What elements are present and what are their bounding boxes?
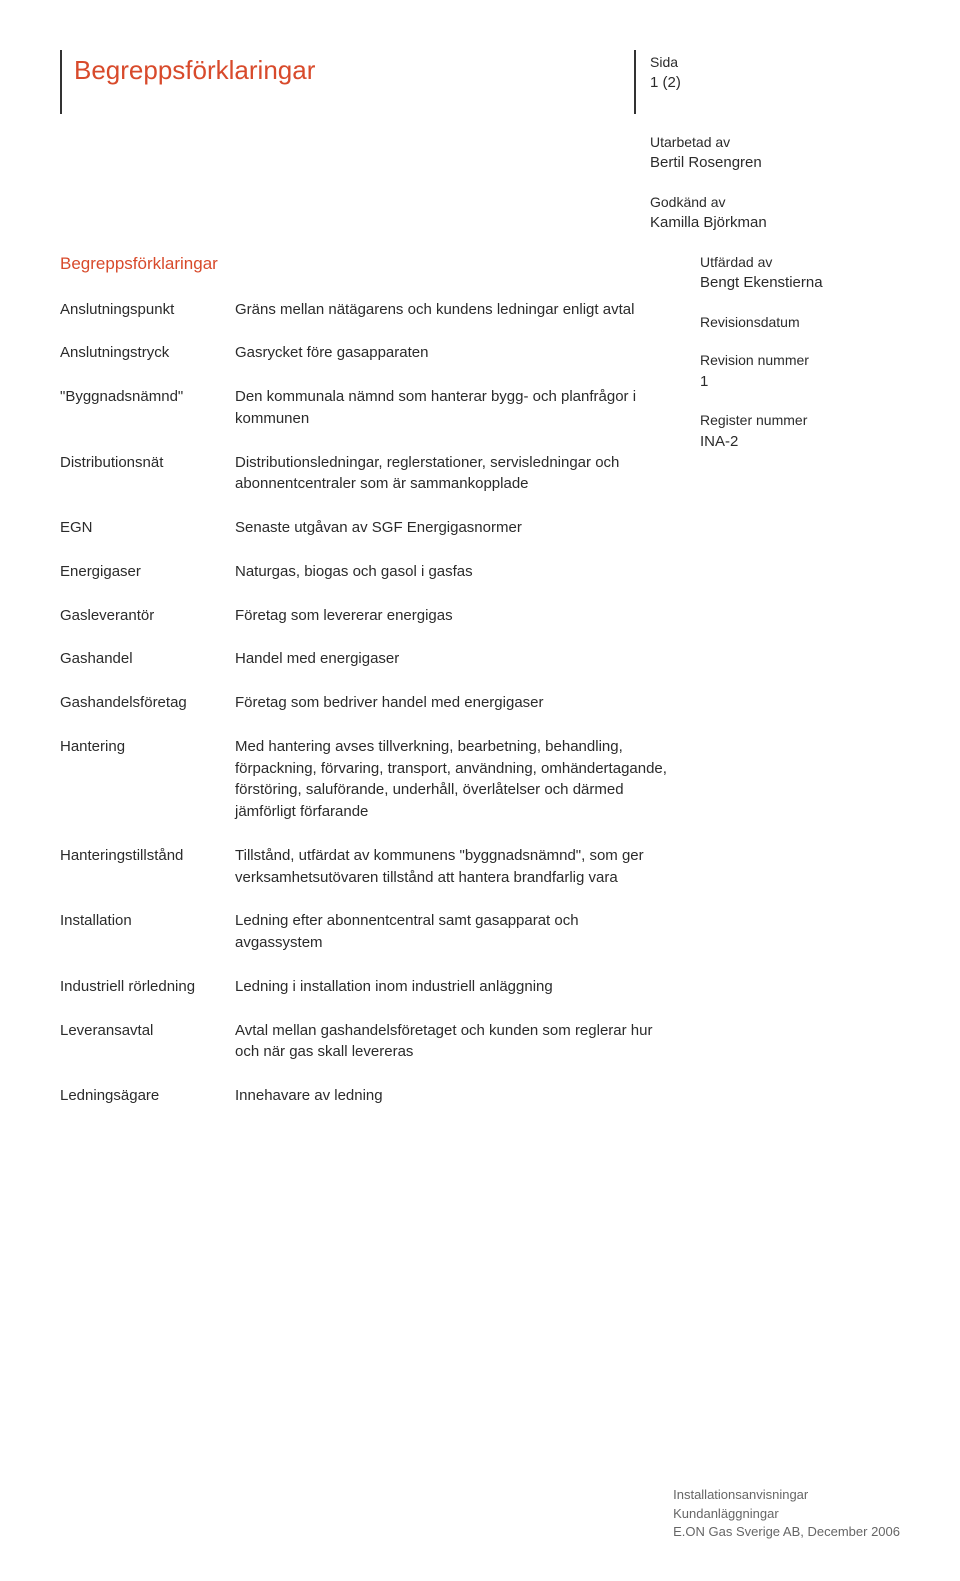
definition-description: Senaste utgåvan av SGF Energigasnormer	[235, 517, 670, 539]
definition-description: Gasrycket före gasapparaten	[235, 342, 670, 364]
definition-row: Industriell rörledningLedning i installa…	[60, 976, 670, 998]
meta-label: Revision nummer	[700, 350, 900, 370]
definitions-list: AnslutningspunktGräns mellan nätägarens …	[60, 299, 670, 1107]
definition-description: Den kommunala nämnd som hanterar bygg- o…	[235, 386, 670, 430]
definition-term: Energigaser	[60, 561, 235, 583]
definition-description: Naturgas, biogas och gasol i gasfas	[235, 561, 670, 583]
meta-top-block: Utarbetad av Bertil Rosengren Godkänd av…	[650, 132, 900, 234]
meta-value: 1	[700, 371, 900, 393]
definition-row: GashandelHandel med energigaser	[60, 648, 670, 670]
definition-description: Distributionsledningar, reglerstationer,…	[235, 452, 670, 496]
meta-side-column: Utfärdad av Bengt Ekenstierna Revisionsd…	[700, 252, 900, 1129]
definition-row: "Byggnadsnämnd"Den kommunala nämnd som h…	[60, 386, 670, 430]
meta-label: Utarbetad av	[650, 132, 900, 152]
page-indicator: Sida 1 (2)	[650, 50, 900, 94]
definition-description: Handel med energigaser	[235, 648, 670, 670]
content-wrap: Begreppsförklaringar AnslutningspunktGrä…	[60, 252, 900, 1129]
definition-row: AnslutningspunktGräns mellan nätägarens …	[60, 299, 670, 321]
meta-value: Bengt Ekenstierna	[700, 272, 900, 294]
header-rule-left	[60, 50, 62, 114]
definition-row: EGNSenaste utgåvan av SGF Energigasnorme…	[60, 517, 670, 539]
page-label: Sida	[650, 52, 900, 72]
page-title: Begreppsförklaringar	[74, 50, 626, 90]
definition-term: Installation	[60, 910, 235, 954]
meta-pair: Revision nummer 1	[700, 350, 900, 392]
page-value: 1 (2)	[650, 72, 900, 94]
definition-term: Anslutningspunkt	[60, 299, 235, 321]
page-footer: Installationsanvisningar Kundanläggninga…	[673, 1486, 900, 1541]
definition-description: Avtal mellan gashandelsföretaget och kun…	[235, 1020, 670, 1064]
section-title: Begreppsförklaringar	[60, 252, 670, 277]
meta-label: Godkänd av	[650, 192, 900, 212]
meta-pair: Godkänd av Kamilla Björkman	[650, 192, 900, 234]
meta-pair: Revisionsdatum	[700, 312, 900, 332]
footer-line: Installationsanvisningar	[673, 1486, 900, 1504]
definition-description: Företag som bedriver handel med energiga…	[235, 692, 670, 714]
definition-row: LeveransavtalAvtal mellan gashandelsföre…	[60, 1020, 670, 1064]
definition-description: Tillstånd, utfärdat av kommunens "byggna…	[235, 845, 670, 889]
definition-row: DistributionsnätDistributionsledningar, …	[60, 452, 670, 496]
definition-description: Ledning i installation inom industriell …	[235, 976, 670, 998]
definition-term: Industriell rörledning	[60, 976, 235, 998]
meta-value: Kamilla Björkman	[650, 212, 900, 234]
definition-row: HanteringMed hantering avses tillverknin…	[60, 736, 670, 823]
definition-row: GasleverantörFöretag som levererar energ…	[60, 605, 670, 627]
meta-value: Bertil Rosengren	[650, 152, 900, 174]
definition-row: HanteringstillståndTillstånd, utfärdat a…	[60, 845, 670, 889]
definition-term: Gashandel	[60, 648, 235, 670]
definition-term: Ledningsägare	[60, 1085, 235, 1107]
definition-term: Leveransavtal	[60, 1020, 235, 1064]
definition-row: GashandelsföretagFöretag som bedriver ha…	[60, 692, 670, 714]
header-rule-mid	[634, 50, 636, 114]
meta-label: Revisionsdatum	[700, 312, 900, 332]
definition-description: Företag som levererar energigas	[235, 605, 670, 627]
definitions-column: Begreppsförklaringar AnslutningspunktGrä…	[60, 252, 700, 1129]
definition-row: AnslutningstryckGasrycket före gasappara…	[60, 342, 670, 364]
definition-term: EGN	[60, 517, 235, 539]
definition-term: "Byggnadsnämnd"	[60, 386, 235, 430]
definition-term: Gashandelsföretag	[60, 692, 235, 714]
meta-label: Register nummer	[700, 410, 900, 430]
definition-description: Ledning efter abonnentcentral samt gasap…	[235, 910, 670, 954]
meta-label: Utfärdad av	[700, 252, 900, 272]
definition-row: LedningsägareInnehavare av ledning	[60, 1085, 670, 1107]
meta-pair: Register nummer INA-2	[700, 410, 900, 452]
meta-pair: Utarbetad av Bertil Rosengren	[650, 132, 900, 174]
definition-description: Gräns mellan nätägarens och kundens ledn…	[235, 299, 670, 321]
definition-description: Innehavare av ledning	[235, 1085, 670, 1107]
definition-description: Med hantering avses tillverkning, bearbe…	[235, 736, 670, 823]
definition-term: Distributionsnät	[60, 452, 235, 496]
meta-pair: Utfärdad av Bengt Ekenstierna	[700, 252, 900, 294]
meta-value: INA-2	[700, 431, 900, 453]
footer-line: E.ON Gas Sverige AB, December 2006	[673, 1523, 900, 1541]
page-header: Begreppsförklaringar Sida 1 (2)	[60, 50, 900, 114]
definition-term: Hantering	[60, 736, 235, 823]
definition-term: Anslutningstryck	[60, 342, 235, 364]
definition-row: EnergigaserNaturgas, biogas och gasol i …	[60, 561, 670, 583]
definition-term: Hanteringstillstånd	[60, 845, 235, 889]
definition-term: Gasleverantör	[60, 605, 235, 627]
definition-row: InstallationLedning efter abonnentcentra…	[60, 910, 670, 954]
footer-line: Kundanläggningar	[673, 1505, 900, 1523]
